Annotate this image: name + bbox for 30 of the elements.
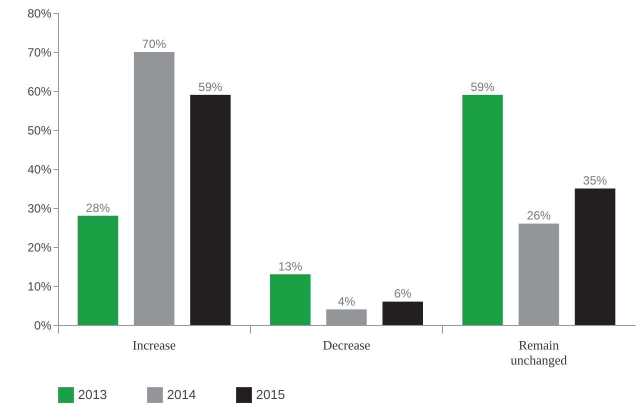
y-tick-label: 10%	[27, 280, 52, 294]
data-label: 70%	[142, 37, 166, 51]
y-tick-label: 40%	[27, 162, 52, 176]
data-label: 4%	[338, 294, 356, 308]
bar	[382, 302, 423, 325]
y-tick-label: 20%	[27, 240, 52, 254]
bar	[462, 94, 503, 325]
data-label: 26%	[526, 208, 552, 223]
legend-label: 2013	[78, 387, 107, 402]
bar	[574, 188, 616, 325]
bar	[270, 274, 311, 325]
data-label: 59%	[470, 80, 495, 94]
data-label: 28%	[86, 200, 110, 215]
data-label: 35%	[583, 174, 608, 188]
data-label: 59%	[198, 80, 223, 94]
x-tick-label: Remain unchanged	[510, 338, 568, 368]
y-tick-label: 50%	[27, 124, 52, 138]
y-tick-label: 30%	[27, 202, 52, 216]
legend-label: 2014	[167, 387, 196, 402]
y-tick-label: 0%	[34, 318, 52, 332]
x-tick-label: Increase	[132, 338, 176, 352]
data-label: 13%	[278, 259, 303, 274]
x-tick-label: Decrease	[322, 338, 371, 352]
y-tick-label: 60%	[27, 84, 52, 98]
legend-label: 2015	[256, 387, 285, 402]
bar	[190, 94, 231, 325]
y-tick-label: 70%	[27, 46, 52, 60]
bar	[78, 216, 118, 325]
y-tick-label: 80%	[27, 6, 52, 20]
data-label: 6%	[394, 286, 412, 301]
